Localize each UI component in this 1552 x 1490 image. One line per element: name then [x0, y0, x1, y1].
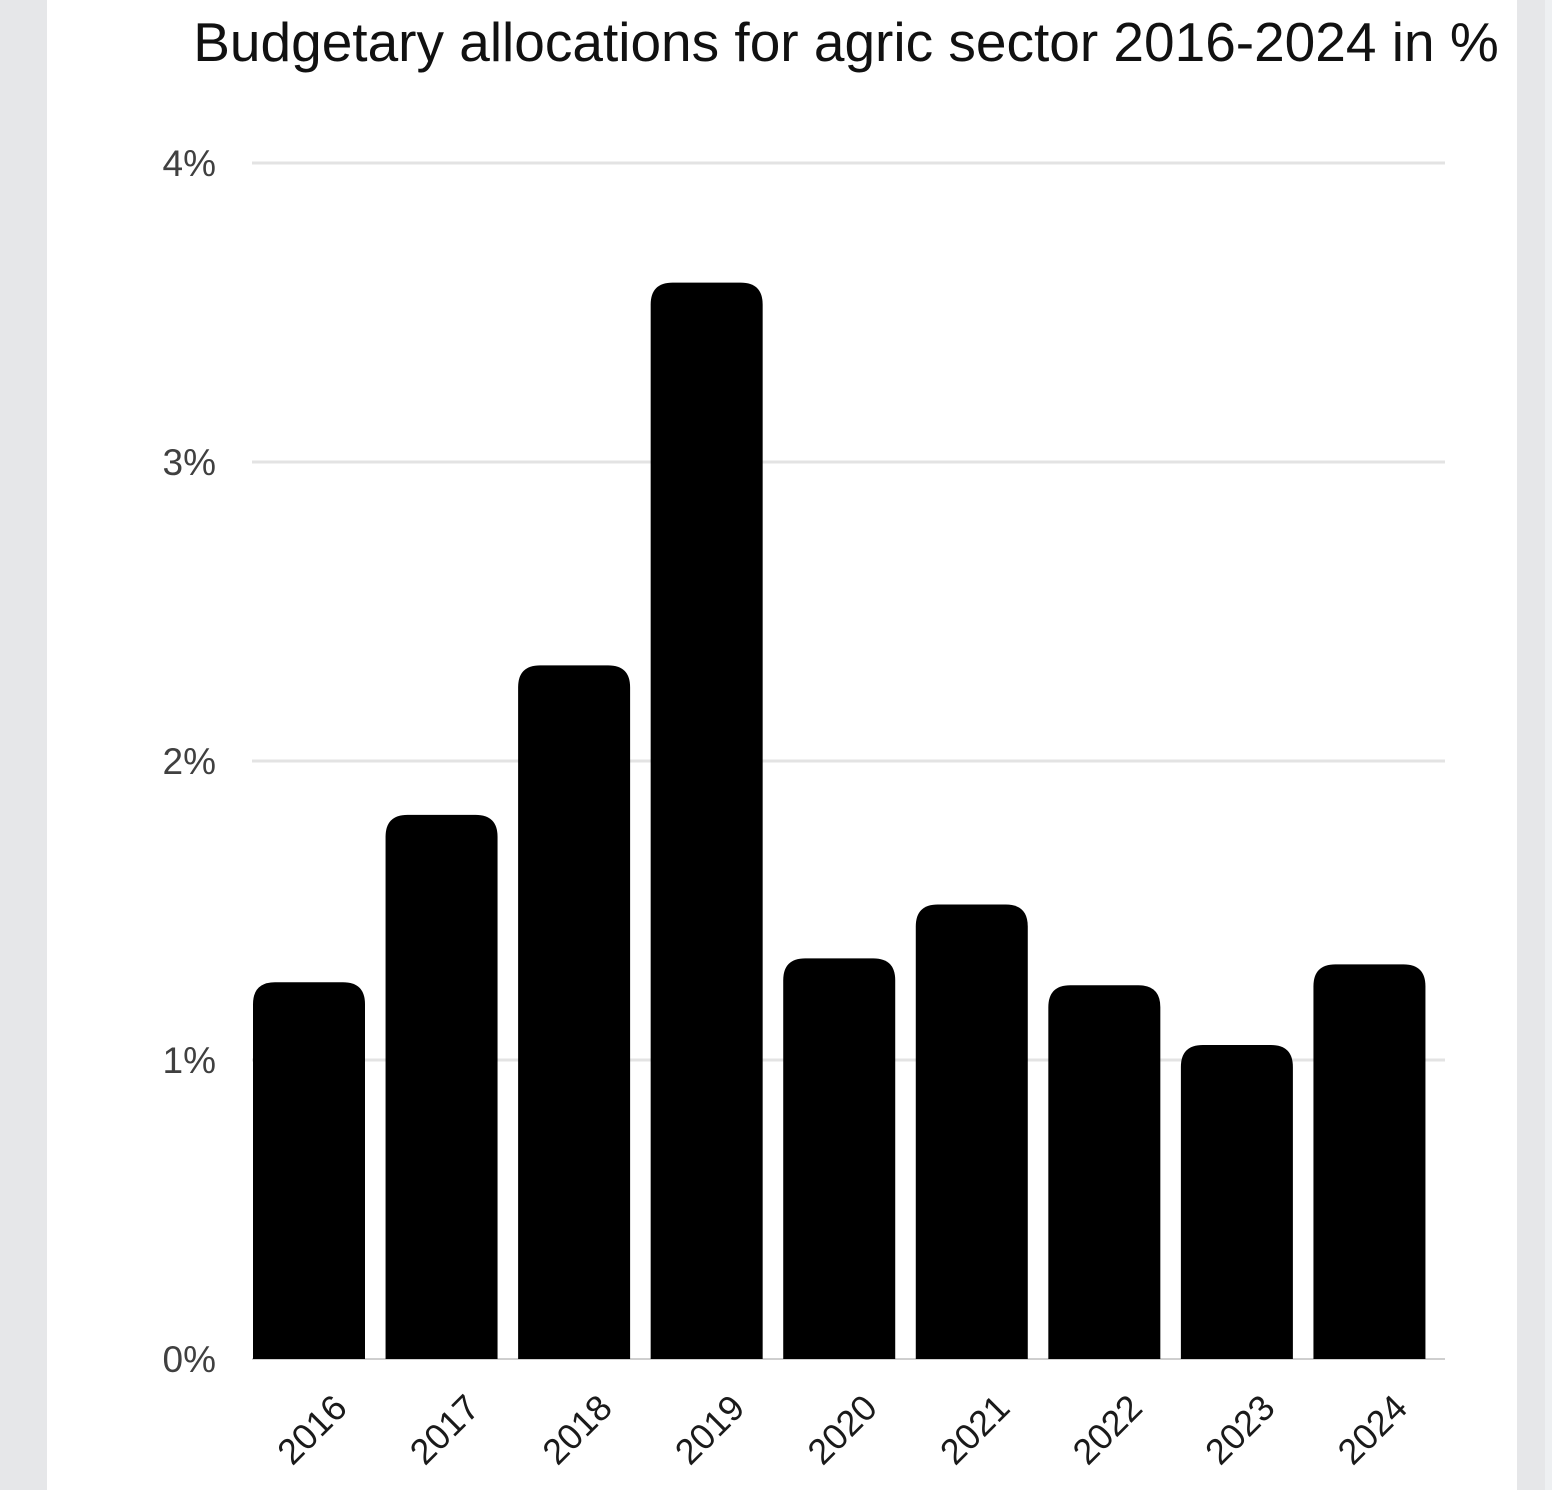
x-tick-label: 2022	[1064, 1387, 1150, 1473]
bar	[518, 665, 631, 1359]
bars	[253, 282, 1426, 1360]
bar	[1048, 985, 1161, 1359]
x-tick-label: 2017	[402, 1387, 488, 1473]
bar	[1180, 1045, 1293, 1359]
chart-title: Budgetary allocations for agric sector 2…	[193, 11, 1499, 73]
x-tick-label: 2024	[1329, 1387, 1415, 1473]
x-tick-label: 2018	[534, 1387, 620, 1473]
y-tick-label: 2%	[163, 741, 216, 782]
bar	[650, 282, 763, 1360]
bar	[1313, 964, 1426, 1359]
y-tick-label: 1%	[163, 1040, 216, 1081]
scrollbar-track	[1545, 0, 1552, 1490]
x-tick-label: 2016	[269, 1387, 355, 1473]
bar	[385, 814, 498, 1359]
bar	[783, 958, 896, 1359]
x-tick-label: 2019	[667, 1387, 753, 1473]
bar	[253, 982, 365, 1359]
x-tick-label: 2020	[799, 1387, 885, 1473]
x-tick-label: 2023	[1197, 1387, 1283, 1473]
y-tick-label: 0%	[163, 1339, 216, 1380]
y-tick-label: 4%	[163, 143, 216, 184]
y-axis-ticks: 0% 1% 2% 3% 4%	[163, 143, 216, 1380]
y-tick-label: 3%	[163, 442, 216, 483]
bar	[915, 904, 1028, 1359]
x-axis-ticks: 2016 2017 2018 2019 2020 2021 2022 2023 2024	[269, 1387, 1415, 1473]
x-tick-label: 2021	[932, 1387, 1018, 1473]
